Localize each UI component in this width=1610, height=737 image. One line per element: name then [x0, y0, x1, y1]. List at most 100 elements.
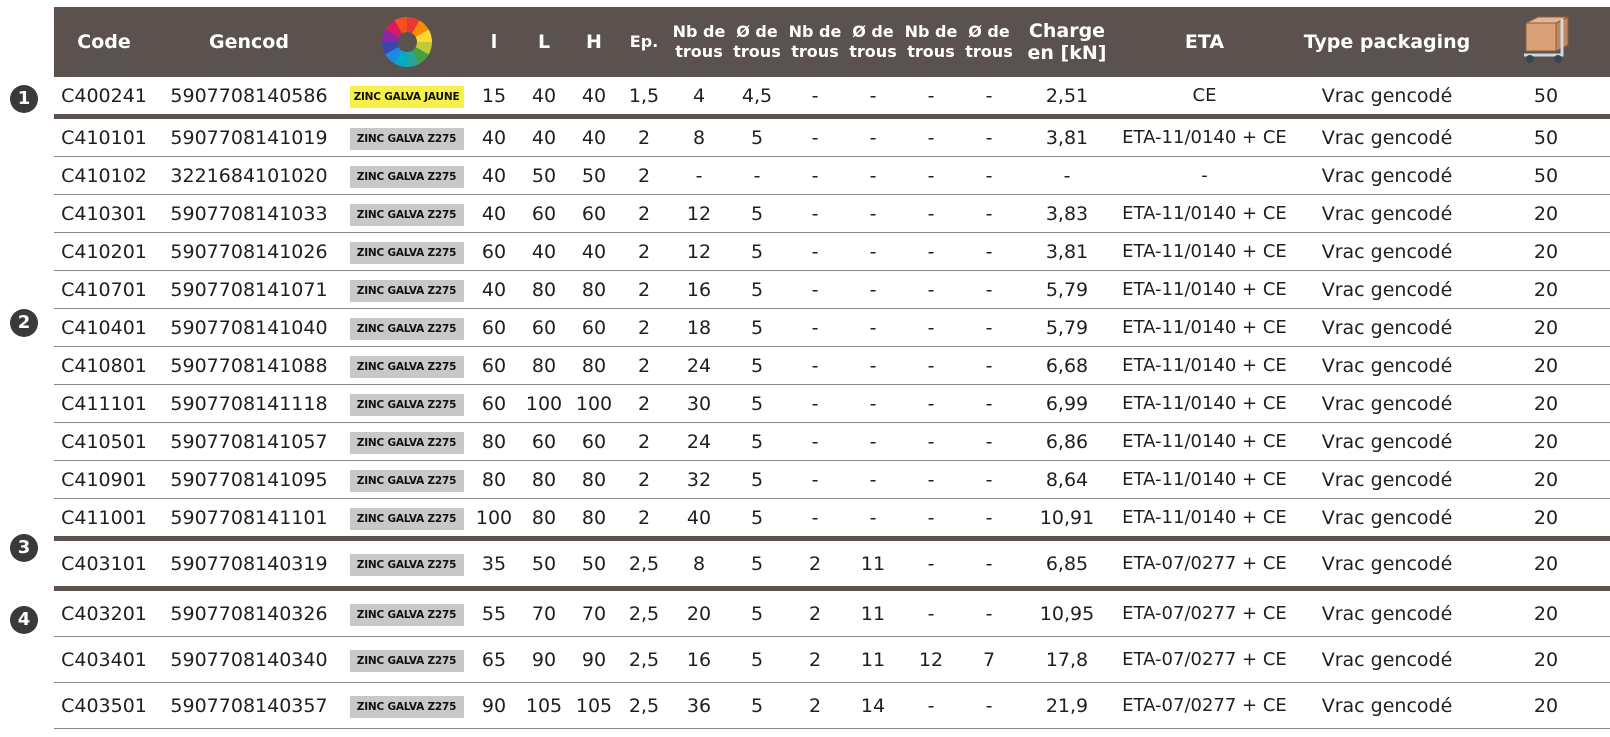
quantity-cell: 20 — [1482, 308, 1610, 347]
diam-trous-2-cell: - — [845, 460, 901, 499]
charge-cell: 5,79 — [1017, 308, 1117, 347]
quantity-cell: 20 — [1482, 346, 1610, 385]
col-nb-trous-3: Nb de trous — [901, 7, 961, 77]
nb-trous-2-cell: 2 — [785, 588, 845, 637]
packaging-cell: Vrac gencodé — [1292, 682, 1482, 729]
eta-cell: - — [1117, 156, 1292, 195]
packaging-cell: Vrac gencodé — [1292, 270, 1482, 309]
diam-trous-2-cell: - — [845, 232, 901, 271]
finish-cell: ZINC GALVA Z275 — [344, 270, 469, 309]
col-nb-trous-1: Nb de trous — [669, 7, 729, 77]
nb-trous-1-cell: 36 — [669, 682, 729, 729]
eta-cell: CE — [1117, 77, 1292, 119]
L-cell: 70 — [519, 588, 569, 637]
diam-trous-1-cell: 5 — [729, 636, 785, 683]
ep-cell: 2 — [619, 460, 669, 499]
code-cell: C410701 — [54, 270, 154, 309]
finish-badge: ZINC GALVA Z275 — [349, 356, 464, 378]
finish-cell: ZINC GALVA Z275 — [344, 682, 469, 729]
gencod-cell: 3221684101020 — [154, 156, 344, 195]
diam-trous-3-cell: - — [961, 308, 1017, 347]
nb-trous-3-cell: - — [901, 384, 961, 423]
nb-trous-1-cell: 12 — [669, 232, 729, 271]
finish-badge: ZINC GALVA Z275 — [349, 394, 464, 416]
packaging-cell: Vrac gencodé — [1292, 194, 1482, 233]
nb-trous-2-cell: - — [785, 232, 845, 271]
table-row: C403401 5907708140340 ZINC GALVA Z275 65 90 9… — [54, 636, 1610, 683]
H-cell: 50 — [569, 156, 619, 195]
code-cell: C410401 — [54, 308, 154, 347]
col-code: Code — [54, 7, 154, 77]
code-cell: C411101 — [54, 384, 154, 423]
table-row: C411001 5907708141101 ZINC GALVA Z275 100 80… — [54, 498, 1610, 541]
charge-cell: 5,79 — [1017, 270, 1117, 309]
ep-cell: 2 — [619, 116, 669, 157]
packaging-cell: Vrac gencodé — [1292, 346, 1482, 385]
nb-trous-2-cell: - — [785, 384, 845, 423]
finish-badge: ZINC GALVA Z275 — [349, 696, 464, 718]
nb-trous-1-cell: 8 — [669, 538, 729, 591]
col-finish — [344, 7, 469, 77]
gencod-cell: 5907708141118 — [154, 384, 344, 423]
nb-trous-2-cell: 2 — [785, 682, 845, 729]
gencod-cell: 5907708141101 — [154, 498, 344, 541]
quantity-cell: 20 — [1482, 384, 1610, 423]
finish-cell: ZINC GALVA Z275 — [344, 308, 469, 347]
nb-trous-2-cell: - — [785, 194, 845, 233]
nb-trous-3-cell: - — [901, 270, 961, 309]
packaging-cell: Vrac gencodé — [1292, 636, 1482, 683]
L-cell: 40 — [519, 116, 569, 157]
ep-cell: 2 — [619, 270, 669, 309]
nb-trous-2-cell: 2 — [785, 538, 845, 591]
nb-trous-1-cell: 32 — [669, 460, 729, 499]
col-diam-trous-3: Ø de trous — [961, 7, 1017, 77]
packaging-cell: Vrac gencodé — [1292, 422, 1482, 461]
diam-trous-2-cell: - — [845, 156, 901, 195]
l-cell: 80 — [469, 460, 519, 499]
nb-trous-3-cell: - — [901, 422, 961, 461]
nb-trous-3-cell: - — [901, 588, 961, 637]
table-row: C403501 5907708140357 ZINC GALVA Z275 90 105… — [54, 682, 1610, 729]
nb-trous-3-cell: - — [901, 77, 961, 119]
box-cart-icon — [1524, 15, 1569, 63]
gencod-cell: 5907708141071 — [154, 270, 344, 309]
nb-trous-2-cell: - — [785, 460, 845, 499]
nb-trous-1-cell: 40 — [669, 498, 729, 541]
code-cell: C410801 — [54, 346, 154, 385]
finish-badge: ZINC GALVA JAUNE — [349, 86, 464, 108]
finish-badge: ZINC GALVA Z275 — [349, 432, 464, 454]
l-cell: 15 — [469, 77, 519, 119]
nb-trous-3-cell: - — [901, 682, 961, 729]
quantity-cell: 50 — [1482, 156, 1610, 195]
packaging-cell: Vrac gencodé — [1292, 156, 1482, 195]
nb-trous-3-cell: - — [901, 194, 961, 233]
charge-cell: 6,99 — [1017, 384, 1117, 423]
charge-cell: 3,81 — [1017, 116, 1117, 157]
H-cell: 70 — [569, 588, 619, 637]
packaging-cell: Vrac gencodé — [1292, 308, 1482, 347]
diam-trous-3-cell: - — [961, 384, 1017, 423]
l-cell: 80 — [469, 422, 519, 461]
nb-trous-1-cell: 8 — [669, 116, 729, 157]
nb-trous-2-cell: 2 — [785, 636, 845, 683]
H-cell: 40 — [569, 77, 619, 119]
diam-trous-1-cell: 5 — [729, 422, 785, 461]
ep-cell: 1,5 — [619, 77, 669, 119]
finish-badge: ZINC GALVA Z275 — [349, 128, 464, 150]
code-cell: C410102 — [54, 156, 154, 195]
packaging-cell: Vrac gencodé — [1292, 588, 1482, 637]
nb-trous-1-cell: 4 — [669, 77, 729, 119]
quantity-cell: 20 — [1482, 538, 1610, 591]
code-cell: C403401 — [54, 636, 154, 683]
charge-cell: 3,83 — [1017, 194, 1117, 233]
l-cell: 100 — [469, 498, 519, 541]
L-cell: 40 — [519, 232, 569, 271]
charge-cell: 2,51 — [1017, 77, 1117, 119]
finish-badge: ZINC GALVA Z275 — [349, 242, 464, 264]
eta-cell: ETA-07/0277 + CE — [1117, 636, 1292, 683]
L-cell: 50 — [519, 538, 569, 591]
L-cell: 105 — [519, 682, 569, 729]
group-marker-3: 3 — [10, 534, 38, 562]
nb-trous-2-cell: - — [785, 77, 845, 119]
table-row: C410801 5907708141088 ZINC GALVA Z275 60 80 8… — [54, 346, 1610, 385]
